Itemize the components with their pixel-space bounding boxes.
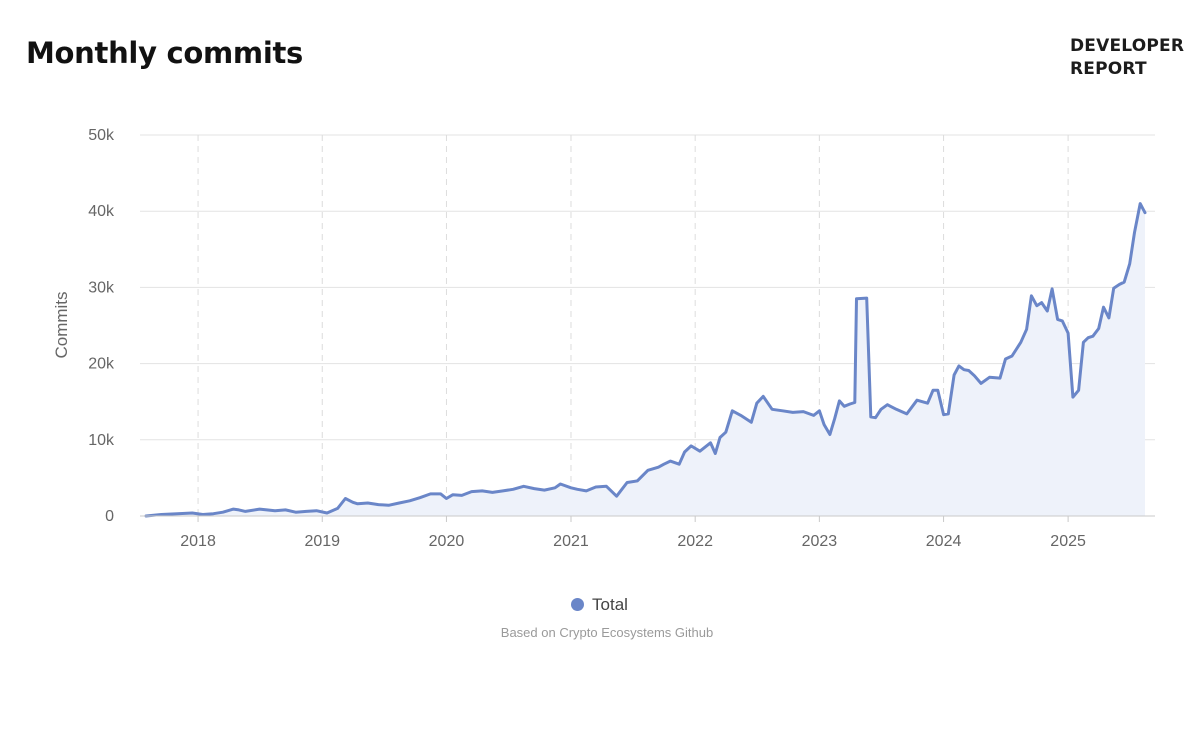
y-axis-title: Commits bbox=[52, 291, 71, 358]
series-line-total bbox=[144, 202, 1147, 518]
y-tick-label: 10k bbox=[88, 432, 115, 449]
x-tick-label: 2019 bbox=[304, 533, 340, 550]
legend-marker bbox=[571, 598, 585, 611]
x-tick-label: 2024 bbox=[926, 533, 962, 550]
brand-logo: DEVELOPER REPORT bbox=[1070, 35, 1184, 81]
y-tick-label: 40k bbox=[88, 203, 115, 220]
source-note: Based on Crypto Ecosystems Github bbox=[500, 625, 714, 640]
grid-layer bbox=[140, 134, 1155, 516]
x-tick-label: 2022 bbox=[677, 533, 713, 550]
y-tick-label: 0 bbox=[105, 508, 114, 525]
x-tick-label: 2020 bbox=[429, 533, 465, 550]
brand-line-2: REPORT bbox=[1070, 59, 1147, 79]
brand-line-1: DEVELOPER bbox=[1070, 36, 1185, 56]
y-tick-label: 50k bbox=[88, 127, 115, 144]
x-tick-label: 2023 bbox=[802, 533, 838, 550]
series-layer bbox=[144, 202, 1147, 518]
x-tick-label: 2018 bbox=[180, 533, 216, 550]
series-area-total bbox=[146, 203, 1145, 516]
axis-layer: 0 10k 20k 30k 40k 50k 2018 2019 2020 2021 2022 2023… bbox=[52, 127, 1155, 550]
legend-label: Total bbox=[592, 595, 628, 614]
x-tick-label: 2021 bbox=[553, 533, 589, 550]
chart-title: Monthly commits bbox=[26, 36, 303, 70]
legend[interactable]: Total bbox=[0, 595, 1199, 615]
y-tick-label: 20k bbox=[88, 356, 115, 373]
y-tick-label: 30k bbox=[88, 279, 115, 296]
x-tick-label: 2025 bbox=[1050, 533, 1086, 550]
